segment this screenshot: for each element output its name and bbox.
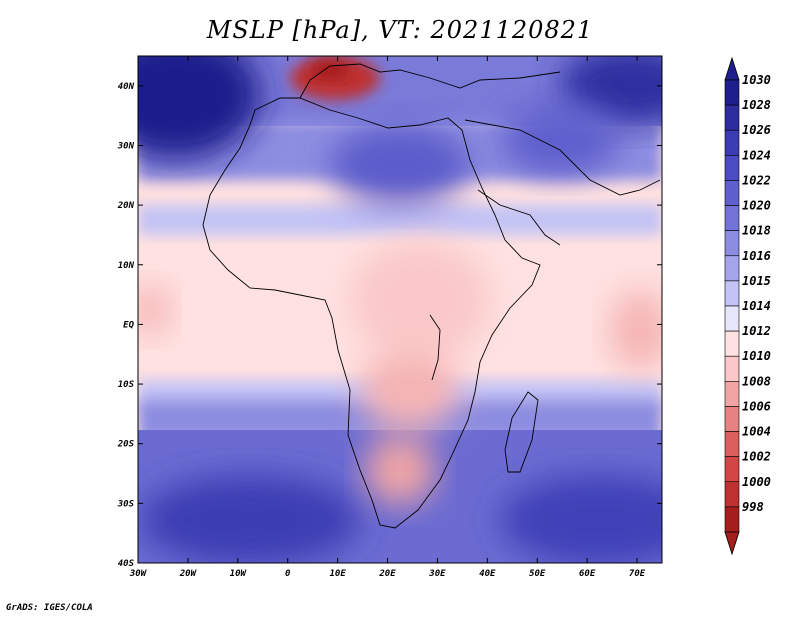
colorbar-level-label: 1004 <box>742 425 771 439</box>
colorbar-swatch <box>724 230 740 257</box>
coastlines <box>202 63 661 529</box>
colorbar-swatch <box>724 205 740 231</box>
colorbar-level-label: 1030 <box>742 73 771 87</box>
trough-southern-africa <box>365 435 435 505</box>
lat-tick-label: EQ <box>123 320 134 330</box>
lat-tick-label: 10N <box>118 261 135 271</box>
lat-tick-label: 40S <box>118 559 135 569</box>
lon-tick-label: 20W <box>179 569 198 579</box>
colorbar-bottom-arrow <box>724 531 740 556</box>
colorbar-level-label: 1016 <box>742 249 771 263</box>
colorbar-swatch <box>724 180 740 206</box>
lon-tick-label: 10W <box>230 569 248 579</box>
high-north-atlantic <box>138 56 260 160</box>
lon-tick-label: 70E <box>629 569 646 579</box>
lon-tick-label: 20E <box>378 569 396 579</box>
high-libya-egypt <box>330 125 470 205</box>
colorbar-level-label: 1002 <box>742 450 771 464</box>
colorbar-swatch <box>724 305 740 332</box>
colorbar-top-arrow <box>724 56 740 81</box>
colorbar-level-label: 1000 <box>742 475 771 489</box>
colorbar-level-label: 1022 <box>742 173 771 187</box>
lon-tick-label: 40E <box>479 569 496 579</box>
colorbar-swatch <box>724 129 740 156</box>
colorbar-swatch <box>724 506 740 533</box>
colorbar-swatch <box>724 255 740 282</box>
colorbar-level-label: 1020 <box>742 199 771 213</box>
trough-central-africa <box>350 240 490 360</box>
lon-tick-label: 30E <box>428 569 446 579</box>
colorbar-swatch <box>724 456 740 483</box>
madagascar-outline <box>504 391 539 473</box>
colorbar-level-label: 1026 <box>742 123 771 137</box>
high-south-indian <box>500 475 662 563</box>
colorbar-swatch <box>724 381 740 407</box>
colorbar-level-label: 1015 <box>742 274 771 288</box>
colorbar-swatch <box>724 431 740 457</box>
colorbar: 1030 1028 1026 1024 1022 1020 1018 1016 1015 1014… <box>724 56 771 556</box>
map-axes: 30W 20W 10W 0 10E 20E 30E 40E 50E 60E 70E 40N 30N 20N… <box>117 56 662 579</box>
lat-tick-label: 20N <box>117 201 135 211</box>
colorbar-swatch <box>724 355 740 382</box>
colorbar-swatch <box>724 155 740 181</box>
colorbar-level-label: 1010 <box>742 349 771 363</box>
lat-tick-label: 30S <box>117 499 135 509</box>
lat-tick-label: 40N <box>118 82 135 92</box>
colorbar-swatch <box>724 104 740 131</box>
colorbar-level-label: 998 <box>742 500 764 514</box>
colorbar-level-label: 1028 <box>742 98 771 112</box>
lon-tick-label: 50E <box>529 569 546 579</box>
lat-tick-label: 10S <box>118 380 135 390</box>
colorbar-level-label: 1024 <box>742 148 771 162</box>
high-middle-east <box>560 56 662 125</box>
colorbar-swatch <box>724 406 740 432</box>
lat-tick-label: 30N <box>117 141 135 151</box>
lat-tick-label: 20S <box>117 440 135 450</box>
plot-frame <box>137 55 663 564</box>
map-title: MSLP [hPa], VT: 2021120821 <box>206 16 594 44</box>
colorbar-swatch <box>724 280 740 307</box>
lon-tick-label: 30W <box>129 569 148 579</box>
colorbar-level-label: 1018 <box>742 224 771 238</box>
pressure-field <box>138 56 662 563</box>
lon-tick-label: 10E <box>329 569 346 579</box>
colorbar-level-label: 1012 <box>742 324 771 338</box>
colorbar-swatch <box>724 79 740 106</box>
colorbar-level-label: 1006 <box>742 399 771 413</box>
colorbar-swatch <box>724 330 740 357</box>
lon-tick-label: 60E <box>579 569 596 579</box>
colorbar-swatch <box>724 481 740 508</box>
colorbar-level-label: 1014 <box>742 299 771 313</box>
colorbar-level-label: 1008 <box>742 374 771 388</box>
high-south-atlantic <box>140 475 360 563</box>
lon-tick-label: 0 <box>285 569 291 579</box>
grads-credit: GrADS: IGES/COLA <box>6 603 93 613</box>
